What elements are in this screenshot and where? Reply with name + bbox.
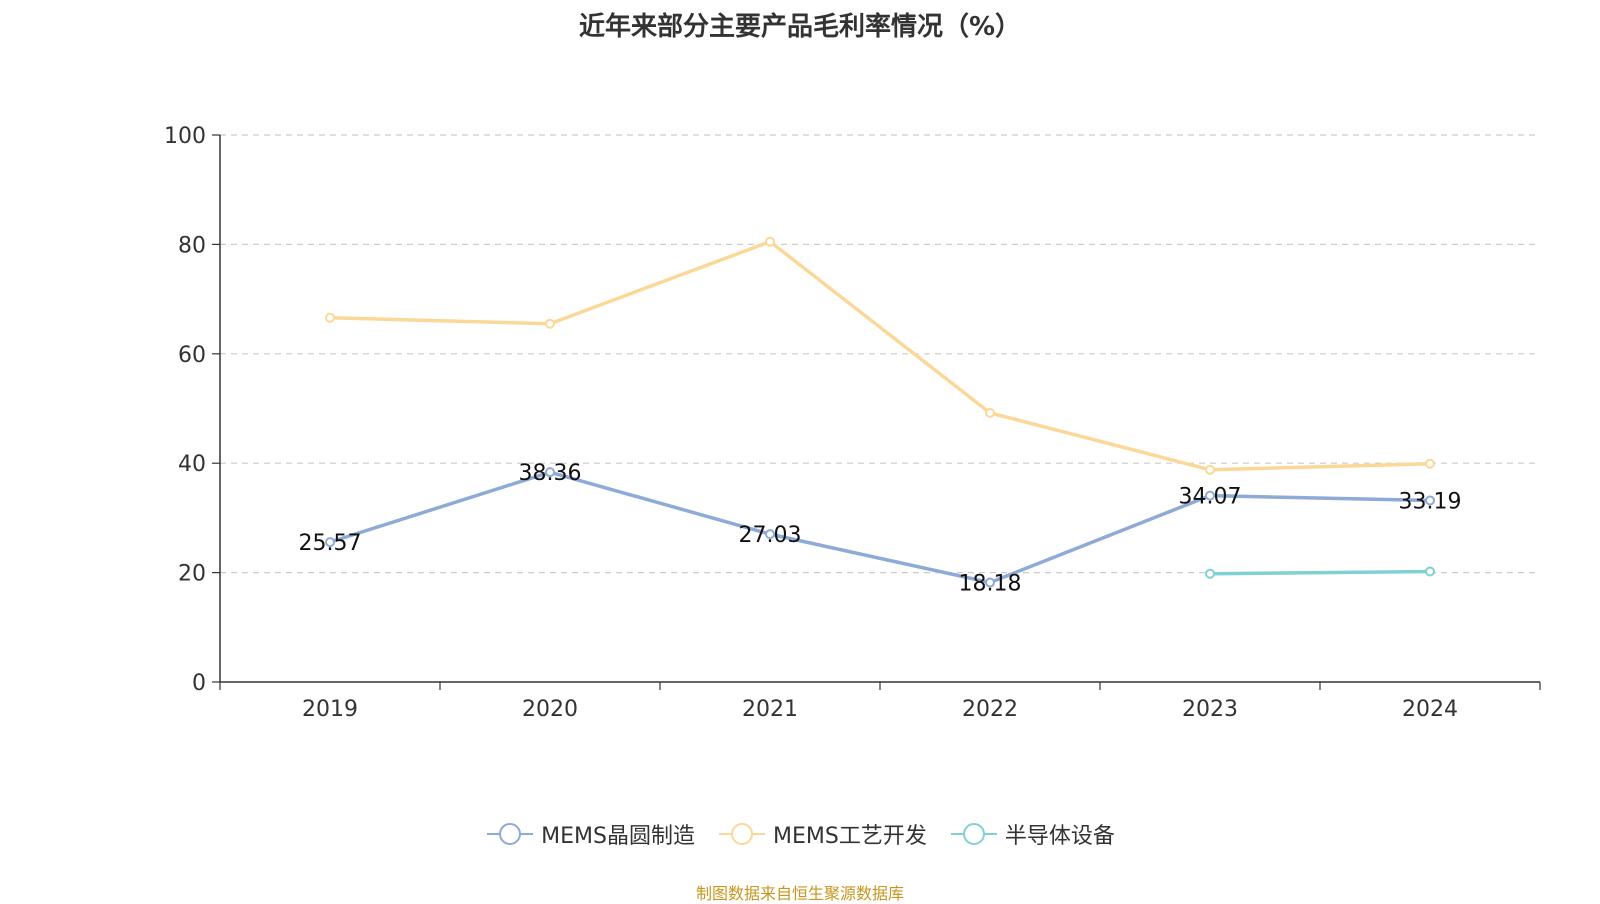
- series-lines: [325, 236, 1435, 588]
- data-labels: 25.57 38.36 27.03 18.18 34.07 33.19: [299, 461, 1462, 596]
- data-point: [985, 407, 995, 418]
- legend: MEMS晶圆制造 MEMS工艺开发 半导体设备: [0, 818, 1600, 850]
- data-label: 27.03: [739, 523, 802, 548]
- x-tick-label: 2022: [962, 697, 1018, 722]
- data-label: 34.07: [1179, 485, 1242, 510]
- legend-swatch-icon: [950, 823, 997, 845]
- series-line: [1209, 569, 1431, 576]
- data-point: [1205, 464, 1215, 475]
- legend-item[interactable]: 半导体设备: [949, 818, 1115, 850]
- y-tick-label: 40: [178, 452, 206, 477]
- chart-title: 近年来部分主要产品毛利率情况（%）: [578, 12, 1022, 42]
- series-line: [329, 239, 1431, 472]
- data-point: [985, 577, 995, 588]
- data-point: [1425, 566, 1435, 577]
- data-label: 38.36: [519, 461, 582, 486]
- data-point: [545, 318, 555, 329]
- legend-item[interactable]: MEMS工艺开发: [717, 818, 927, 850]
- data-point: [765, 236, 775, 247]
- data-label: 25.57: [299, 531, 362, 556]
- data-point: [1425, 495, 1435, 506]
- data-point: [545, 467, 555, 478]
- data-point: [1205, 568, 1215, 579]
- grid-lines: [220, 134, 1540, 574]
- data-point: [1205, 490, 1215, 501]
- x-tick-label: 2024: [1402, 697, 1458, 722]
- y-tick-label: 60: [178, 343, 206, 368]
- y-tick-label: 20: [178, 562, 206, 587]
- data-point: [325, 312, 335, 323]
- legend-swatch-icon: [487, 823, 534, 845]
- legend-swatch-icon: [718, 823, 765, 845]
- source-note: 制图数据来自恒生聚源数据库: [695, 884, 904, 903]
- axes: 0 20 40 60 80 100 2019 2020 2021 2022 2023 2024: [164, 124, 1541, 722]
- data-point: [765, 529, 775, 540]
- y-tick-label: 80: [178, 233, 206, 258]
- legend-label: 半导体设备: [1004, 824, 1115, 849]
- legend-label: MEMS晶圆制造: [541, 824, 695, 849]
- data-label: 33.19: [1399, 489, 1462, 514]
- x-tick-label: 2020: [522, 697, 578, 722]
- x-tick-label: 2019: [302, 697, 358, 722]
- series-line: [329, 470, 1431, 585]
- data-point: [1425, 458, 1435, 469]
- data-label: 18.18: [959, 572, 1022, 597]
- y-tick-label: 0: [192, 671, 206, 696]
- x-tick-label: 2023: [1182, 697, 1238, 722]
- data-point: [325, 537, 335, 548]
- y-tick-label: 100: [164, 124, 206, 149]
- legend-label: MEMS工艺开发: [772, 824, 927, 849]
- legend-item[interactable]: MEMS晶圆制造: [485, 818, 695, 850]
- x-tick-label: 2021: [742, 697, 798, 722]
